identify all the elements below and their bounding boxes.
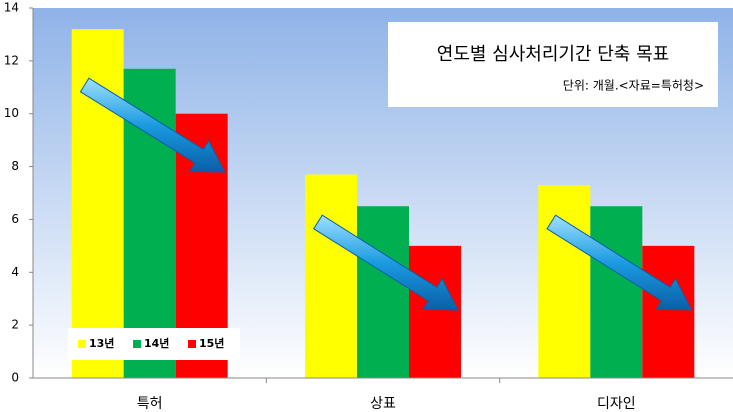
- bar: [305, 174, 357, 378]
- bar: [642, 245, 695, 378]
- x-tick-label: 디자인: [597, 396, 636, 412]
- legend-label: 15년: [199, 336, 224, 350]
- legend-label: 13년: [89, 336, 114, 350]
- y-tick-label: 14: [4, 1, 19, 15]
- bar: [538, 185, 591, 378]
- bar: [357, 206, 409, 378]
- y-tick-label: 12: [4, 53, 19, 67]
- x-tick-label: 상표: [370, 396, 396, 412]
- legend-label: 14년: [144, 336, 169, 350]
- y-tick-label: 6: [11, 212, 19, 226]
- bar: [590, 206, 643, 378]
- y-tick-label: 10: [4, 106, 19, 120]
- legend-swatch: [78, 340, 86, 348]
- legend-swatch: [188, 340, 196, 348]
- bar: [409, 245, 461, 378]
- trend-arrow: [546, 214, 693, 311]
- y-tick-label: 2: [11, 318, 19, 332]
- y-tick-label: 0: [11, 371, 19, 385]
- y-tick-label: 4: [11, 265, 19, 279]
- legend-swatch: [133, 340, 141, 348]
- chart-title: 연도별 심사처리기간 단축 목표: [437, 44, 669, 65]
- y-tick-label: 8: [11, 159, 19, 173]
- legend-box: [68, 328, 240, 360]
- x-tick-label: 특허: [137, 396, 163, 412]
- bar: [71, 29, 124, 379]
- trend-arrow: [313, 214, 459, 311]
- chart-subtitle: 단위: 개월.<자료=특허청>: [563, 79, 704, 93]
- title-box: [388, 22, 718, 107]
- trend-arrow: [79, 77, 226, 173]
